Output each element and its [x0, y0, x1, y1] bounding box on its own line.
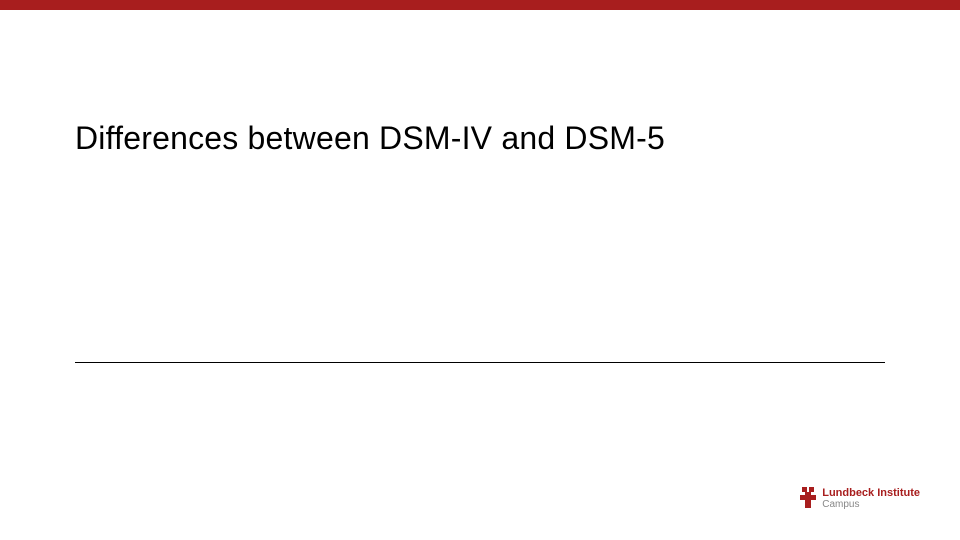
top-accent-bar [0, 0, 960, 10]
logo-brand-sub: Campus [822, 499, 920, 510]
brand-logo: Lundbeck Institute Campus [800, 487, 920, 510]
logo-brand-main: Lundbeck Institute [822, 487, 920, 499]
slide-title: Differences between DSM-IV and DSM-5 [75, 120, 665, 157]
logo-icon [800, 487, 816, 508]
logo-text: Lundbeck Institute Campus [822, 487, 920, 510]
content-divider [75, 362, 885, 363]
